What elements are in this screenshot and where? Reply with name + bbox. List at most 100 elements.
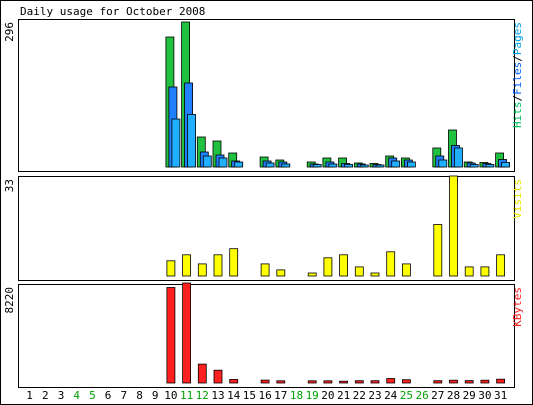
bar-pages	[454, 147, 463, 168]
x-axis: 1 2 3 4 5 6 7 8 9 10 11 12 13 14 15 16 17 18 19 20 21 22 23 24 2…	[26, 389, 507, 402]
x-tick-label: 24	[384, 389, 398, 402]
bar-visits	[449, 175, 458, 277]
bar-kbytes	[213, 369, 223, 384]
x-tick-label: 7	[120, 389, 127, 402]
bar-visits	[401, 263, 411, 277]
x-tick-label: 3	[58, 389, 65, 402]
legend-text: Files	[511, 62, 524, 95]
bar-kbytes	[166, 287, 176, 384]
x-tick-label: 21	[337, 389, 350, 402]
x-tick-label: 8	[136, 389, 143, 402]
panel-kbytes: 8220 KBytes	[3, 282, 524, 388]
bar-kbytes	[354, 380, 364, 384]
bar-visits	[213, 254, 223, 277]
panel-max-label: 8220	[3, 287, 16, 314]
bar-pages	[281, 163, 291, 168]
x-tick-label: 5	[89, 389, 96, 402]
bar-pages	[406, 161, 416, 168]
bar-kbytes	[496, 378, 506, 384]
bar-pages	[312, 164, 322, 168]
bar-pages	[438, 159, 448, 168]
bar-kbytes	[323, 380, 333, 384]
bar-pages	[265, 162, 275, 168]
bar-visits	[480, 266, 490, 277]
bar-kbytes	[339, 380, 349, 384]
bar-pages	[359, 164, 369, 168]
x-tick-label: 2	[42, 389, 49, 402]
legend-text: KBytes	[511, 287, 524, 327]
x-tick-label: 14	[227, 389, 241, 402]
bar-visits	[276, 269, 286, 277]
panel-series-label: Visits	[511, 179, 524, 219]
panel-frame	[18, 19, 515, 172]
x-tick-label: 1	[26, 389, 33, 402]
legend-text: Hits	[511, 102, 524, 129]
bar-visits	[464, 266, 474, 277]
panel-frame	[18, 284, 515, 388]
x-tick-label: 22	[353, 389, 366, 402]
x-tick-label: 11	[180, 389, 193, 402]
bar-pages	[187, 114, 197, 168]
bar-pages	[391, 160, 401, 168]
x-tick-label: 15	[243, 389, 256, 402]
bar-pages	[469, 164, 479, 168]
bar-pages	[344, 164, 354, 168]
bar-kbytes	[480, 379, 490, 384]
bar-visits	[323, 257, 333, 277]
x-tick-label: 30	[478, 389, 491, 402]
bar-kbytes	[197, 363, 207, 384]
bar-visits	[339, 254, 349, 277]
x-tick-label: 19	[306, 389, 319, 402]
bar-visits	[197, 263, 207, 277]
bar-kbytes	[449, 379, 458, 384]
bar-pages	[501, 162, 511, 168]
bar-pages	[328, 163, 338, 168]
x-tick-label: 28	[447, 389, 460, 402]
bar-kbytes	[276, 380, 286, 384]
bar-pages	[375, 164, 385, 168]
bar-pages	[485, 164, 495, 168]
bar-visits	[182, 254, 192, 277]
panel-visits: 33 Visits	[3, 175, 524, 281]
bar-visits	[496, 254, 506, 277]
x-tick-label: 18	[290, 389, 303, 402]
x-tick-label: 25	[400, 389, 413, 402]
x-tick-label: 23	[368, 389, 381, 402]
panel-frame	[18, 176, 515, 281]
bar-kbytes	[464, 380, 474, 384]
series-kbytes	[166, 282, 506, 384]
bar-visits	[166, 260, 176, 277]
panel-series-label: Hits/Files/Pages	[511, 22, 524, 128]
x-tick-label: 16	[258, 389, 271, 402]
bar-visits	[307, 272, 317, 277]
legend-text: /	[511, 55, 524, 62]
x-tick-label: 26	[415, 389, 428, 402]
bar-kbytes	[260, 379, 270, 384]
bar-visits	[433, 224, 443, 277]
bar-visits	[229, 248, 239, 277]
panel-max-label: 296	[3, 22, 16, 42]
series-visits	[166, 175, 506, 277]
chart-title: Daily usage for October 2008	[20, 5, 205, 18]
x-tick-label: 17	[274, 389, 287, 402]
bar-kbytes	[182, 282, 192, 384]
bar-pages	[171, 118, 181, 168]
panel-max-label: 33	[3, 179, 16, 192]
legend-text: Pages	[511, 22, 524, 55]
bar-kbytes	[401, 379, 411, 384]
bar-visits	[354, 266, 364, 277]
x-tick-label: 4	[73, 389, 80, 402]
x-tick-label: 29	[463, 389, 476, 402]
bar-visits	[370, 272, 380, 277]
bar-pages	[218, 157, 228, 168]
x-tick-label: 9	[152, 389, 159, 402]
x-tick-label: 31	[494, 389, 507, 402]
bar-pages	[234, 161, 244, 168]
x-tick-label: 6	[105, 389, 112, 402]
x-tick-label: 20	[321, 389, 334, 402]
bar-kbytes	[307, 380, 317, 384]
bar-kbytes	[229, 378, 239, 384]
